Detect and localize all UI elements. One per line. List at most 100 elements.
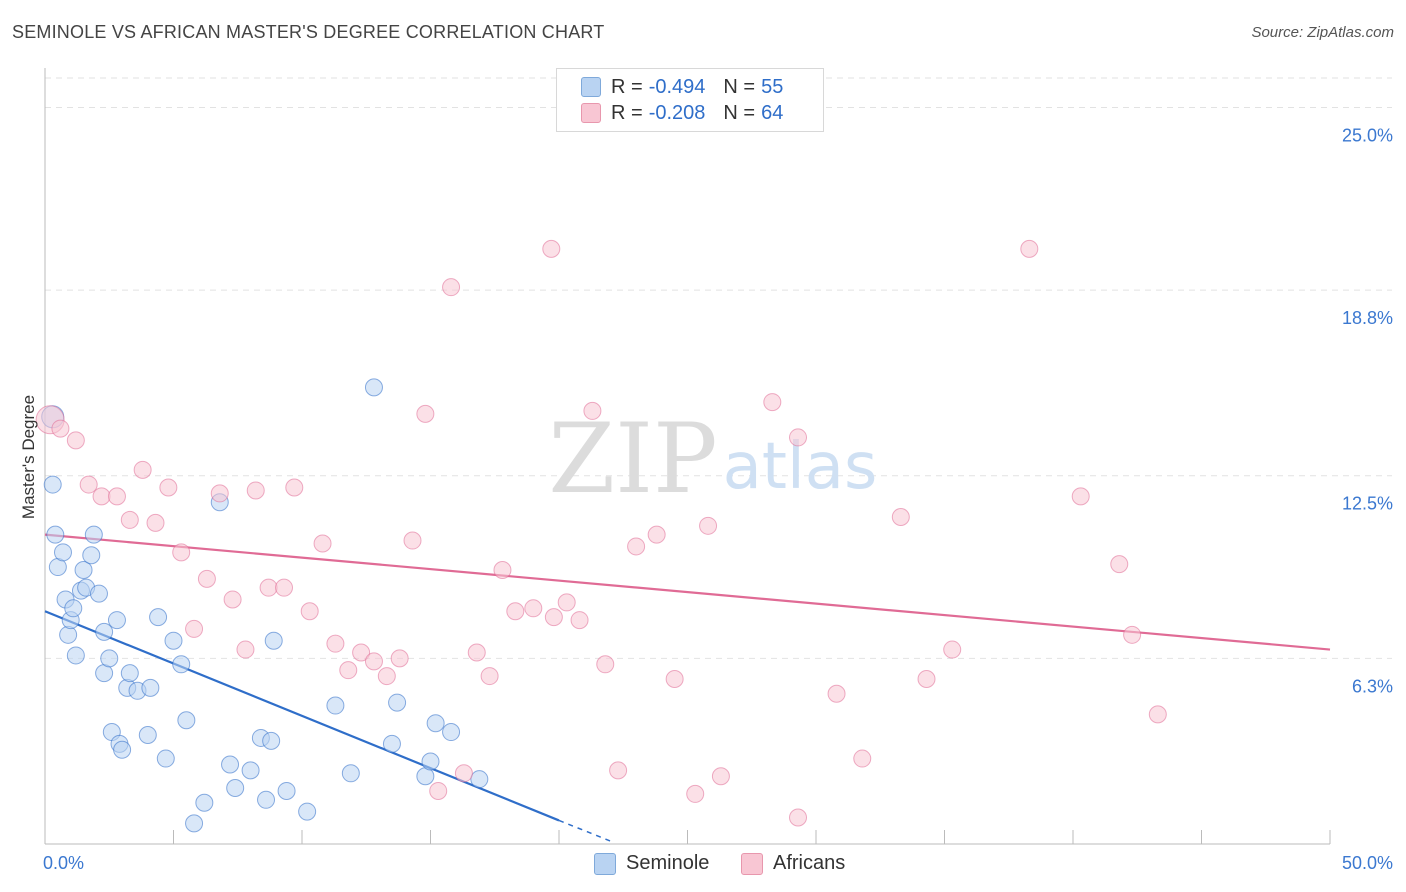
data-points <box>35 239 1167 833</box>
seminole-point <box>138 725 157 744</box>
africans-point <box>339 661 358 680</box>
series-legend: Seminole Africans <box>0 852 1406 876</box>
africans-point <box>891 507 910 526</box>
seminole-point <box>426 714 445 733</box>
seminole-point <box>195 793 214 812</box>
seminole-point <box>89 584 108 603</box>
seminole-swatch <box>581 77 601 97</box>
seminole-point <box>442 723 461 742</box>
legend-label-africans: Africans <box>773 852 846 874</box>
r-label: R = <box>611 101 643 124</box>
africans-point <box>647 525 666 544</box>
africans-point <box>454 764 473 783</box>
r-value: -0.494 <box>648 75 706 98</box>
africans-point <box>210 484 229 503</box>
seminole-point <box>46 525 65 544</box>
seminole-point <box>470 770 489 789</box>
legend-label-seminole: Seminole <box>626 852 710 874</box>
africans-swatch <box>741 852 763 875</box>
seminole-point <box>185 814 204 833</box>
seminole-point <box>107 611 126 630</box>
africans-point <box>442 278 461 297</box>
africans-point <box>352 643 371 662</box>
africans-point <box>1071 487 1090 506</box>
africans-point <box>275 578 294 597</box>
africans-point <box>699 516 718 535</box>
africans-point <box>223 590 242 609</box>
seminole-point <box>64 599 83 618</box>
seminole-point <box>388 693 407 712</box>
africans-point <box>51 419 70 438</box>
seminole-point <box>59 625 78 644</box>
y-tick-label: 12.5% <box>1342 494 1393 514</box>
africans-point <box>133 460 152 479</box>
africans-point <box>326 634 345 653</box>
y-tick-label: 6.3% <box>1352 676 1393 696</box>
africans-swatch <box>581 103 601 123</box>
seminole-point <box>221 755 240 774</box>
seminole-point <box>113 740 132 759</box>
africans-point <box>285 478 304 497</box>
seminole-point <box>382 734 401 753</box>
africans-point <box>185 619 204 638</box>
seminole-point <box>43 475 62 494</box>
africans-point <box>853 749 872 768</box>
seminole-point <box>120 664 139 683</box>
africans-point <box>627 537 646 556</box>
chart-title: SEMINOLE VS AFRICAN MASTER'S DEGREE CORR… <box>12 22 605 42</box>
seminole-point <box>164 631 183 650</box>
africans-point <box>506 602 525 621</box>
seminole-point <box>364 378 383 397</box>
africans-point <box>665 670 684 689</box>
africans-point <box>92 487 111 506</box>
africans-point <box>390 649 409 668</box>
africans-point <box>583 401 602 420</box>
africans-point <box>236 640 255 659</box>
africans-trend-line <box>44 533 1331 651</box>
seminole-trend-extension <box>558 819 611 842</box>
seminole-point <box>257 790 276 809</box>
axes <box>44 68 1331 845</box>
africans-point <box>197 569 216 588</box>
n-value: 55 <box>761 75 784 98</box>
africans-point <box>146 513 165 532</box>
tick-labels: 6.3% 12.5% 18.8% 25.0% 0.0% 50.0% <box>43 125 1393 873</box>
africans-point <box>542 239 561 258</box>
africans-point <box>544 608 563 627</box>
africans-point <box>66 431 85 450</box>
x-tick-label: 0.0% <box>43 853 84 873</box>
africans-point <box>711 767 730 786</box>
seminole-point <box>95 622 114 641</box>
seminole-point <box>341 764 360 783</box>
africans-point <box>524 599 543 618</box>
africans-point <box>570 611 589 630</box>
seminole-point <box>277 781 296 800</box>
seminole-point <box>326 696 345 715</box>
seminole-point <box>264 631 283 650</box>
africans-point <box>246 481 265 500</box>
seminole-point <box>241 761 260 780</box>
africans-point <box>259 578 278 597</box>
n-value: 64 <box>761 101 784 124</box>
africans-point <box>789 808 808 827</box>
seminole-point <box>226 779 245 798</box>
africans-point <box>480 667 499 686</box>
r-label: R = <box>611 75 643 98</box>
africans-point <box>107 487 126 506</box>
africans-point <box>467 643 486 662</box>
africans-point <box>557 593 576 612</box>
seminole-swatch <box>594 852 616 875</box>
africans-point <box>403 531 422 550</box>
seminole-point <box>100 649 119 668</box>
africans-point <box>300 602 319 621</box>
seminole-point <box>177 711 196 730</box>
legend-row-africans: R = -0.208 N = 64 <box>581 101 783 125</box>
africans-point <box>763 393 782 412</box>
seminole-point <box>74 561 93 580</box>
africans-point <box>1020 239 1039 258</box>
n-label: N = <box>723 75 756 98</box>
africans-point <box>943 640 962 659</box>
seminole-point <box>82 546 101 565</box>
x-tick-label: 50.0% <box>1342 853 1393 873</box>
africans-point <box>609 761 628 780</box>
